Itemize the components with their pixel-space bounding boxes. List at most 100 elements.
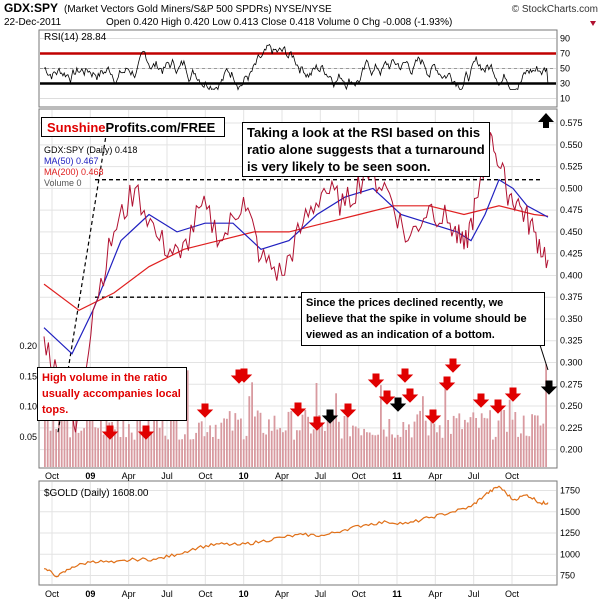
- volume-bar: [293, 439, 295, 467]
- volume-bar: [324, 430, 326, 467]
- volume-tick-label: 0.05: [19, 432, 37, 442]
- volume-bar: [396, 434, 399, 467]
- volume-bar: [184, 434, 186, 467]
- price-tick-label: 0.550: [560, 140, 583, 150]
- brand-box: SunshineProfits.com/FREE: [41, 117, 225, 137]
- change-down-icon: [590, 21, 596, 26]
- price-tick-label: 0.325: [560, 336, 583, 346]
- volume-bar: [158, 427, 161, 467]
- volume-bar: [413, 421, 416, 467]
- volume-bar: [466, 422, 469, 467]
- price-xtick-label: Oct: [352, 471, 367, 481]
- rsi-annotation: Taking a look at the RSI based on this r…: [242, 122, 490, 177]
- volume-bar: [212, 437, 214, 467]
- volume-top-arrow: [504, 387, 522, 402]
- gold-line: [43, 485, 549, 578]
- rsi-tick-label: 50: [560, 64, 570, 74]
- volume-bar: [312, 429, 315, 467]
- volume-bar: [240, 418, 242, 467]
- volume-bar: [301, 414, 304, 467]
- volume-top-arrow: [424, 409, 442, 424]
- volume-bar: [534, 415, 536, 467]
- volume-bar: [430, 412, 433, 467]
- volume-bar: [480, 413, 483, 467]
- volume-bar: [100, 415, 102, 467]
- volume-bar: [125, 437, 127, 467]
- volume-bar: [60, 383, 63, 467]
- volume-bar: [226, 418, 228, 467]
- volume-bar: [234, 413, 237, 467]
- volume-bar: [410, 437, 413, 467]
- volume-bar: [161, 402, 164, 467]
- price-xtick-label: Apr: [428, 471, 442, 481]
- volume-bar: [144, 432, 147, 467]
- volume-bar: [198, 422, 200, 467]
- rsi-up-arrow: [538, 113, 554, 128]
- gold-legend: $GOLD (Daily) 1608.00: [44, 488, 149, 499]
- volume-bar: [536, 415, 539, 467]
- volume-bar: [108, 422, 111, 467]
- ma200-legend: MA(200) 0.468: [44, 167, 104, 177]
- volume-bar: [262, 432, 265, 467]
- volume-bar: [433, 423, 435, 467]
- price-tick-label: 0.500: [560, 183, 583, 193]
- tops-annotation: High volume in the ratio usually accompa…: [37, 367, 187, 421]
- ohlc-readout: Open 0.420 High 0.420 Low 0.413 Close 0.…: [106, 17, 452, 28]
- volume-bar: [290, 411, 293, 467]
- volume-bar: [318, 415, 321, 467]
- volume-bar: [116, 420, 119, 467]
- volume-bar: [217, 438, 220, 467]
- volume-bar: [377, 434, 379, 467]
- volume-bar: [122, 388, 125, 467]
- volume-bar: [542, 423, 545, 467]
- volume-bar: [472, 412, 475, 467]
- price-tick-label: 0.275: [560, 379, 583, 389]
- volume-bar: [52, 386, 55, 467]
- volume-bar: [259, 412, 262, 467]
- gold-xtick-label: Apr: [275, 589, 289, 599]
- volume-bar: [352, 425, 354, 467]
- volume-bar: [354, 426, 357, 467]
- ma200-line: [43, 205, 549, 312]
- volume-bar: [343, 416, 346, 467]
- volume-bar: [416, 414, 419, 467]
- price-tick-label: 0.300: [560, 358, 583, 368]
- volume-bar: [520, 433, 522, 467]
- volume-bar: [175, 420, 178, 467]
- volume-bar: [489, 410, 491, 467]
- price-tick-label: 0.200: [560, 445, 583, 455]
- volume-tick-label: 0.20: [19, 341, 37, 351]
- volume-bar: [497, 420, 500, 467]
- volume-bar: [545, 364, 547, 467]
- gold-xtick-label: Oct: [198, 589, 213, 599]
- volume-bar: [139, 421, 141, 467]
- volume-bar: [55, 429, 57, 467]
- volume-bar: [167, 439, 169, 467]
- gold-tick-label: 750: [560, 571, 575, 581]
- price-tick-label: 0.450: [560, 227, 583, 237]
- volume-bar: [178, 439, 181, 467]
- volume-bar: [307, 416, 309, 467]
- volume-bar: [105, 415, 108, 467]
- volume-bar: [296, 430, 298, 467]
- volume-top-arrow: [235, 368, 253, 383]
- ma50-legend: MA(50) 0.467: [44, 156, 99, 166]
- volume-bar: [276, 429, 279, 467]
- volume-bar: [63, 388, 66, 467]
- volume-bar: [88, 418, 91, 467]
- gold-tick-label: 1000: [560, 549, 580, 559]
- volume-bar: [419, 410, 421, 467]
- volume-bar: [214, 424, 217, 467]
- volume-tick-label: 0.10: [19, 402, 37, 412]
- volume-bar: [506, 431, 508, 467]
- volume-bar: [156, 420, 158, 467]
- volume-bar: [494, 436, 497, 467]
- volume-bar: [228, 411, 231, 467]
- volume-bar: [256, 410, 259, 467]
- volume-bar: [335, 393, 337, 467]
- volume-bar: [189, 439, 192, 467]
- volume-bar: [287, 411, 290, 467]
- chart-date: 22-Dec-2011: [4, 17, 62, 28]
- volume-bar: [136, 410, 139, 467]
